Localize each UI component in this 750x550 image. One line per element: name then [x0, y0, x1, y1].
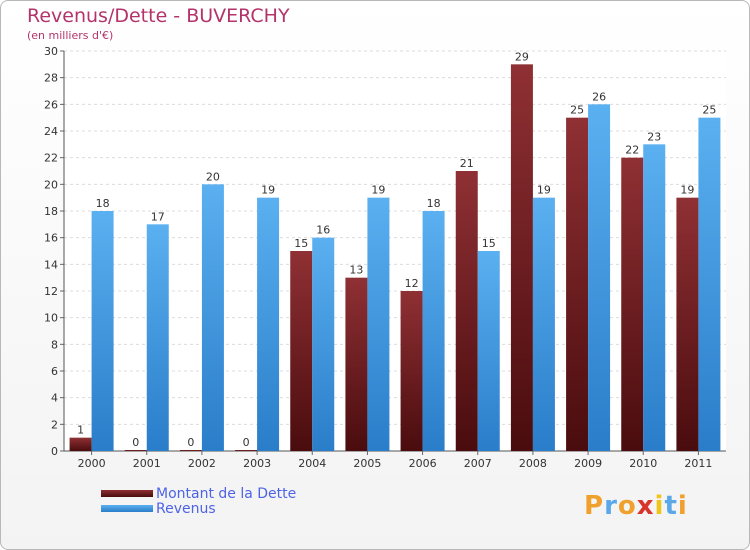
y-tick-label: 22 [44, 152, 58, 165]
bar-revenus [643, 144, 666, 452]
y-tick-label: 16 [44, 232, 58, 245]
value-label-dette: 21 [460, 157, 474, 170]
bar-revenus [698, 117, 721, 452]
plot-area [64, 51, 726, 451]
logo-letter: i [654, 491, 665, 521]
value-label-revenus: 19 [537, 184, 551, 197]
value-label-dette: 12 [405, 277, 419, 290]
logo-letter: P [584, 491, 605, 521]
x-tick-label: 2004 [298, 457, 326, 470]
logo-letter: t [664, 491, 678, 521]
bar-dette [510, 64, 533, 452]
bar-dette [124, 450, 147, 451]
y-tick-label: 26 [44, 98, 58, 111]
bar-revenus [422, 211, 445, 451]
x-tick-label: 2008 [519, 457, 547, 470]
value-label-dette: 22 [625, 144, 639, 157]
value-label-revenus: 23 [647, 130, 661, 143]
y-tick-label: 18 [44, 205, 58, 218]
x-tick-label: 2009 [574, 457, 602, 470]
value-label-revenus: 26 [592, 90, 606, 103]
x-tick-label: 2006 [409, 457, 437, 470]
value-label-dette: 13 [349, 264, 363, 277]
x-tick-label: 2000 [78, 457, 106, 470]
proxiti-logo: Proxiti [584, 491, 688, 521]
bar-revenus [257, 197, 280, 451]
bar-dette [621, 157, 644, 451]
bar-dette [455, 171, 478, 451]
value-label-revenus: 18 [427, 197, 441, 210]
logo-letter: i [677, 491, 688, 521]
bar-revenus [312, 237, 335, 451]
value-label-revenus: 19 [371, 184, 385, 197]
bar-dette [235, 450, 258, 451]
x-tick-label: 2011 [684, 457, 712, 470]
value-label-revenus: 15 [482, 237, 496, 250]
y-tick-label: 12 [44, 285, 58, 298]
bar-dette [400, 291, 423, 451]
logo-letter: r [604, 491, 618, 521]
value-label-revenus: 17 [151, 210, 165, 223]
legend-swatch-revenus [101, 505, 153, 512]
value-label-revenus: 25 [702, 104, 716, 117]
legend-label-dette: Montant de la Dette [156, 486, 297, 502]
value-label-dette: 19 [680, 184, 694, 197]
y-tick-label: 14 [44, 258, 58, 271]
bar-dette [179, 450, 202, 451]
value-label-revenus: 16 [316, 224, 330, 237]
value-label-revenus: 18 [96, 197, 110, 210]
bar-dette [345, 277, 368, 451]
y-tick-label: 8 [51, 338, 58, 351]
bar-revenus [532, 197, 555, 451]
x-tick-label: 2005 [353, 457, 381, 470]
y-tick-label: 4 [51, 392, 58, 405]
y-tick-label: 30 [44, 45, 58, 58]
value-label-dette: 1 [77, 424, 84, 437]
chart-subtitle: (en milliers d'€) [27, 29, 114, 42]
bar-dette [290, 251, 313, 451]
x-tick-label: 2007 [464, 457, 492, 470]
logo-letter: x [636, 491, 655, 521]
bar-dette [69, 437, 92, 451]
y-tick-label: 10 [44, 312, 58, 325]
value-label-revenus: 20 [206, 170, 220, 183]
bar-revenus [91, 211, 114, 451]
y-tick-label: 24 [44, 125, 58, 138]
bar-dette [676, 197, 699, 451]
logo-letter: o [617, 491, 637, 521]
legend-swatch-dette [101, 490, 153, 497]
y-tick-label: 20 [44, 178, 58, 191]
x-tick-label: 2001 [133, 457, 161, 470]
x-tick-label: 2003 [243, 457, 271, 470]
x-tick-label: 2010 [629, 457, 657, 470]
y-tick-label: 6 [51, 365, 58, 378]
legend-label-revenus: Revenus [156, 501, 216, 517]
y-tick-label: 28 [44, 72, 58, 85]
value-label-revenus: 19 [261, 184, 275, 197]
chart-title: Revenus/Dette - BUVERCHY [27, 5, 290, 27]
bar-revenus [367, 197, 390, 451]
x-tick-label: 2002 [188, 457, 216, 470]
value-label-dette: 29 [515, 50, 529, 63]
bar-revenus [201, 184, 224, 452]
bar-dette [566, 117, 589, 452]
value-label-dette: 0 [243, 436, 250, 449]
bar-revenus [146, 224, 169, 451]
y-tick-label: 0 [51, 445, 58, 458]
value-label-dette: 0 [187, 436, 194, 449]
value-label-dette: 0 [132, 436, 139, 449]
value-label-dette: 25 [570, 104, 584, 117]
y-tick-label: 2 [51, 418, 58, 431]
bar-revenus [588, 104, 611, 451]
value-label-dette: 15 [294, 237, 308, 250]
bar-revenus [477, 251, 500, 451]
